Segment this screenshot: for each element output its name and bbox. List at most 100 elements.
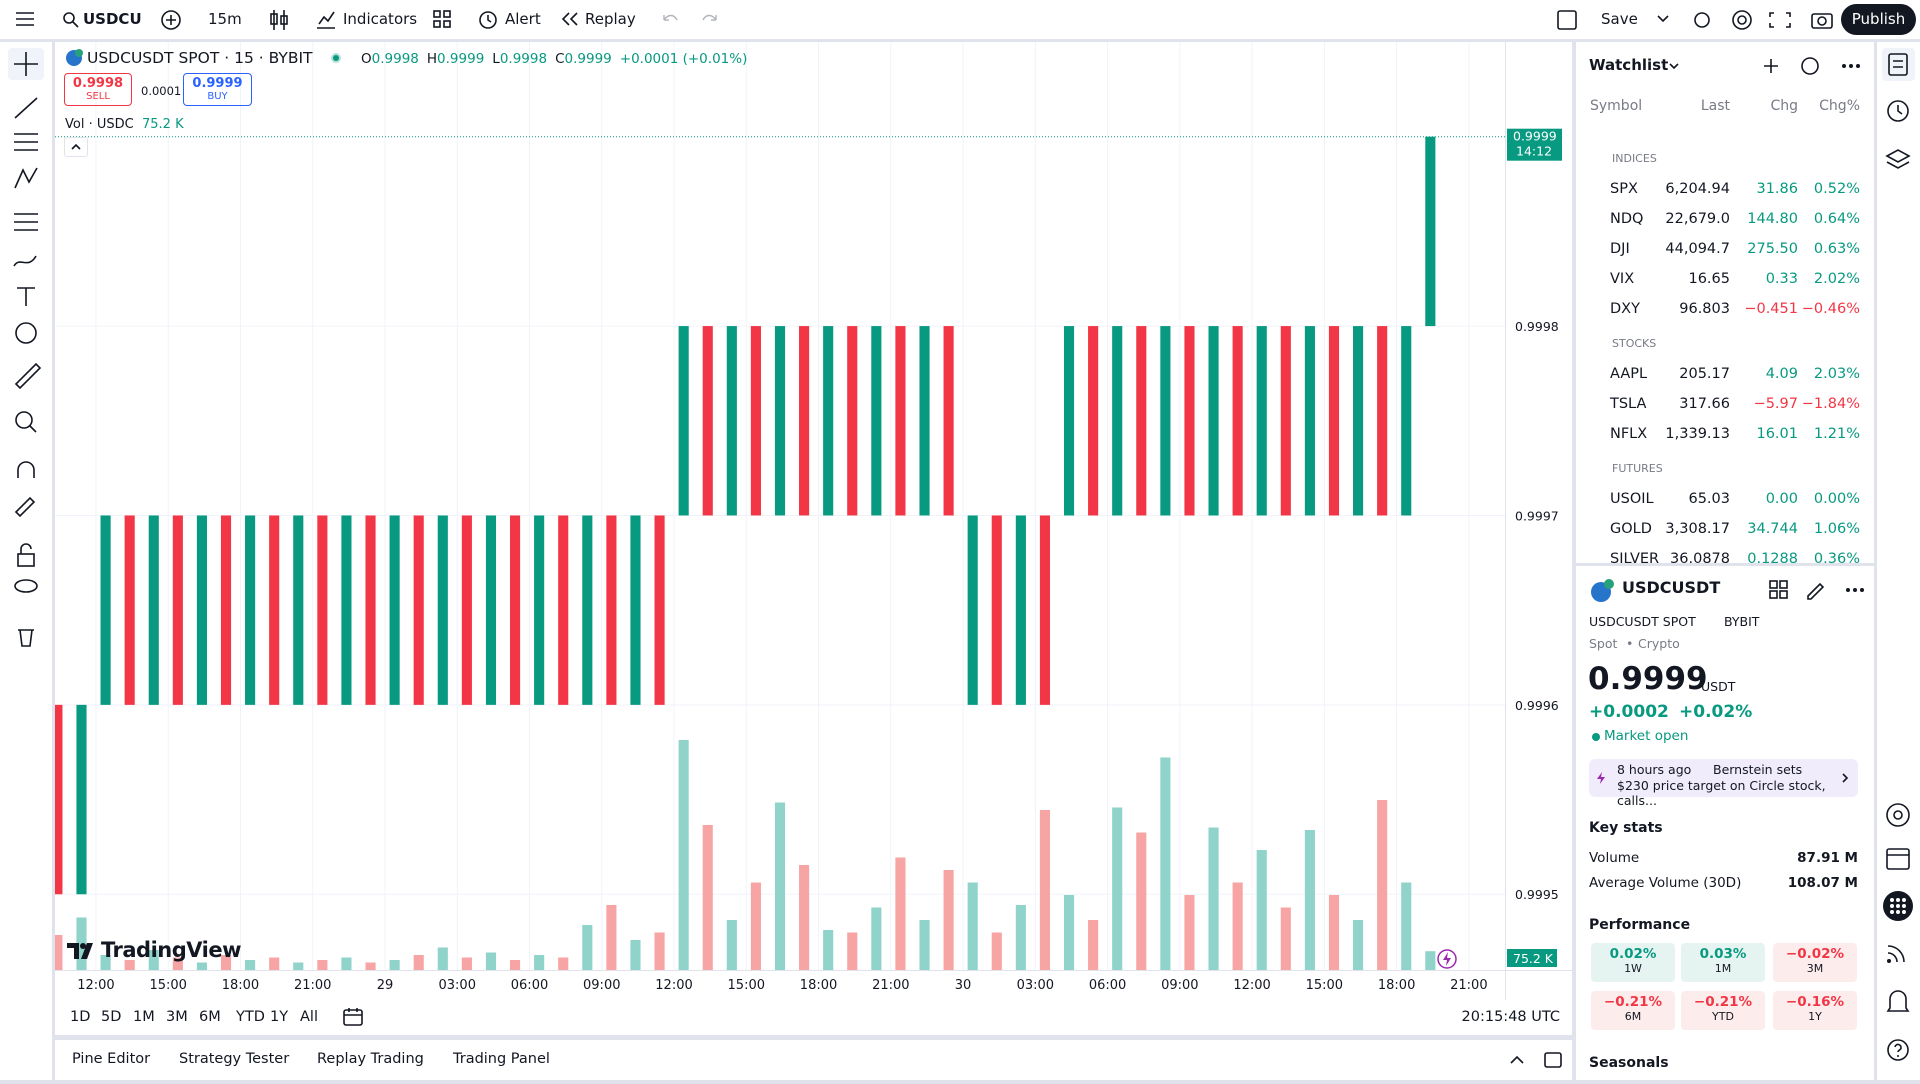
candle-body [895,326,906,516]
replay-button[interactable]: Replay [585,10,636,28]
bottom-tab[interactable]: Pine Editor [72,1051,151,1067]
range-button[interactable]: 1Y [270,1009,289,1025]
stat-value: 108.07 M [1787,875,1858,891]
templates-button[interactable] [432,9,452,29]
change-percent: 0.36% [1813,551,1860,563]
chart[interactable]: 0.9995 0.9996 0.9997 0.9998 12:00 15:00 18:00 2… [55,42,1572,1000]
watchlist-row[interactable]: SPX 6,204.94 31.86 0.52% [1576,175,1874,205]
watchlist-icons[interactable] [1576,54,1874,78]
range-button[interactable]: YTD [236,1009,265,1025]
watchlist-row[interactable]: TSLA 317.66 −5.97 −1.84% [1576,390,1874,420]
volume-bar [413,955,424,970]
candle-body [1425,136,1436,327]
watchlist-row[interactable]: NDQ 22,679.0 144.80 0.64% [1576,205,1874,235]
candle-body [413,515,424,705]
watchlist-row[interactable]: USOIL 65.03 0.00 0.00% [1576,485,1874,515]
bottom-tab[interactable]: Replay Trading [317,1051,424,1067]
drawing-tools[interactable] [0,42,52,662]
ohlc-value: 0.9999 [437,51,485,67]
candle-body [871,326,882,516]
compare-button[interactable] [160,9,182,31]
volume-bar [196,962,207,970]
performance-tile[interactable]: −0.02% 3M [1773,943,1857,982]
performance-tile[interactable]: −0.21% YTD [1681,991,1765,1030]
performance-tile[interactable]: −0.16% 1Y [1773,991,1857,1030]
last: 3,308.17 [1665,521,1730,537]
watchlist-row[interactable]: SILVER 36.0878 0.1288 0.36% [1576,545,1874,563]
watchlist-title[interactable]: Watchlist [1589,56,1669,74]
change: −5.97 [1753,396,1798,412]
bottom-tab[interactable]: Trading Panel [453,1051,550,1067]
chart-pane: 0.9995 0.9996 0.9997 0.9998 12:00 15:00 18:00 2… [55,42,1572,1000]
watchlist-row[interactable]: DJI 44,094.7 275.50 0.63% [1576,235,1874,265]
ohlc-value: 0.9999 [564,51,612,67]
toolbar-icons[interactable] [1690,8,1840,32]
range-button[interactable]: 3M [166,1009,188,1025]
performance-tile[interactable]: −0.21% 6M [1591,991,1675,1030]
symbol-full-name[interactable]: USDCUSDT SPOT [1589,614,1696,629]
side-icon-set[interactable] [1877,42,1920,1080]
range-button[interactable]: 1D [70,1009,91,1025]
range-button[interactable]: 1M [133,1009,155,1025]
date-range-button[interactable] [341,1006,365,1028]
symbol-exchange: BYBIT [1724,614,1760,629]
save-menu[interactable] [1656,14,1670,24]
market-status: Market open [1604,728,1689,744]
candle-body [702,326,713,516]
watchlist-row[interactable]: NFLX 1,339.13 16.01 1.21% [1576,420,1874,450]
chart-type-button[interactable] [268,8,290,32]
layout-button[interactable] [1556,9,1578,31]
candle-body [1208,326,1219,516]
x-tick-label: 06:00 [511,978,548,993]
publish-button[interactable]: Publish [1841,4,1916,35]
last: 36.0878 [1670,551,1730,563]
candle-body [1328,326,1340,516]
column-header: Chg% [1819,98,1860,114]
watchlist-row[interactable]: DXY 96.803 −0.451 −0.46% [1576,295,1874,325]
volume-bar [630,940,641,970]
logo-text: TradingView [101,938,241,962]
x-tick-label: 18:00 [222,978,259,993]
bottom-tab[interactable]: Strategy Tester [179,1051,290,1067]
volume-bar [1377,800,1388,970]
alert-button[interactable]: Alert [505,10,541,28]
volume-bar [293,962,304,970]
candle-body [1401,326,1412,516]
volume-bar [654,932,665,970]
symbol: DJI [1610,241,1630,257]
last: 16.65 [1688,271,1730,287]
performance-tile[interactable]: 0.02% 1W [1591,943,1675,982]
interval-button[interactable]: 15m [208,10,242,28]
lightning-icon[interactable] [1436,948,1458,970]
panel-controls[interactable] [1505,1050,1565,1070]
candle-body [172,515,183,705]
symbol-actions[interactable] [1766,576,1866,602]
candle-body [1136,326,1147,516]
watchlist-row[interactable]: AAPL 205.17 4.09 2.03% [1576,360,1874,390]
performance-tile[interactable]: 0.03% 1M [1681,943,1765,982]
y-tick-label: 0.9996 [1515,698,1559,713]
sell-button[interactable]: 0.9998 SELL [64,73,132,106]
news-card[interactable]: 8 hours ago Bernstein sets $230 price ta… [1589,759,1858,808]
candle-body [1304,326,1315,516]
volume-bar [558,957,569,970]
save-button[interactable]: Save [1601,10,1638,28]
watchlist-row[interactable]: VIX 16.65 0.33 2.02% [1576,265,1874,295]
x-tick-label: 09:00 [583,978,620,993]
price-change-percent: +0.02% [1679,702,1753,722]
range-button[interactable]: All [300,1009,318,1025]
indicators-button[interactable]: Indicators [343,10,418,28]
symbol-search[interactable]: USDCU [83,10,142,28]
buy-button[interactable]: 0.9999 BUY [183,73,252,106]
menu-icon[interactable] [14,9,36,29]
range-button[interactable]: 5D [101,1009,122,1025]
candle-body [100,515,111,705]
range-button[interactable]: 6M [199,1009,221,1025]
collapse-button[interactable] [64,137,88,157]
x-tick-label: 21:00 [872,978,909,993]
watchlist-row[interactable]: GOLD 3,308.17 34.744 1.06% [1576,515,1874,545]
volume-bar [823,930,834,970]
change: 275.50 [1747,241,1798,257]
undo-redo[interactable] [660,10,720,28]
